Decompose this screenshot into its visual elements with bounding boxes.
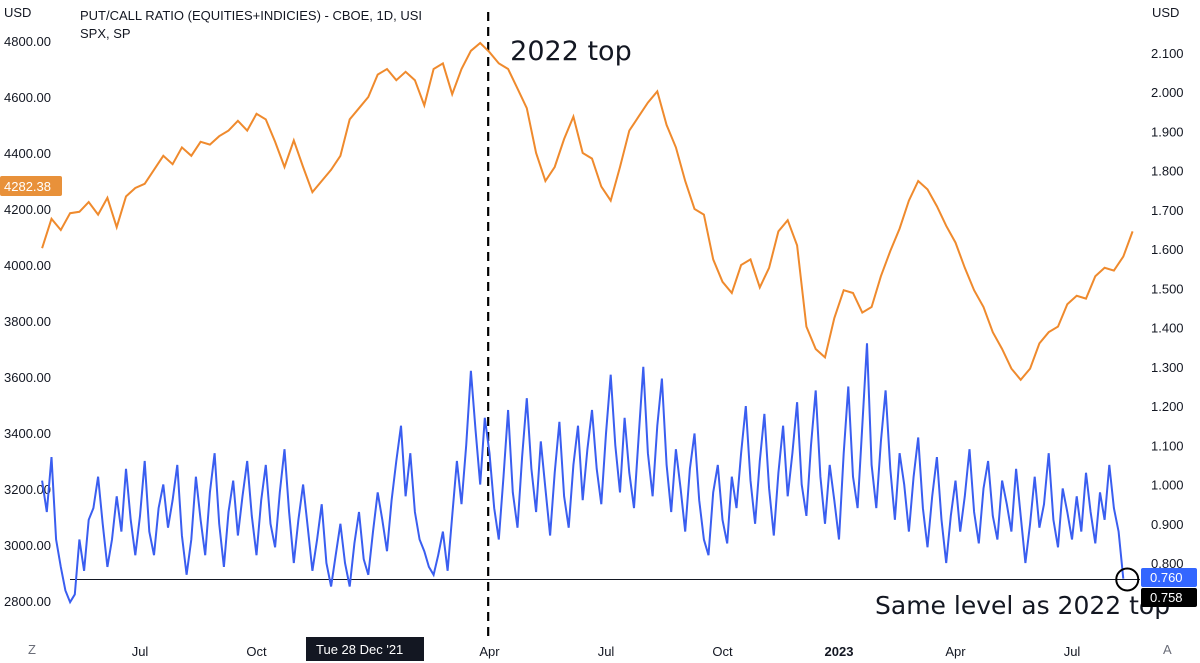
x-tick-label: Apr xyxy=(479,644,500,659)
left-axis: 4800.00 4600.00 4400.00 4200.00 4000.00 3800.… xyxy=(4,34,51,609)
right-axis: 2.100 2.000 1.900 1.800 1.700 1.600 1.500 1.400… xyxy=(1151,46,1184,571)
left-tick-label: 4800.00 xyxy=(4,34,51,49)
series-line-spx xyxy=(41,41,1134,382)
left-tick-label: 3200.00 xyxy=(4,482,51,497)
right-tick-label: 2.100 xyxy=(1151,46,1184,61)
right-tick-label: 1.100 xyxy=(1151,438,1184,453)
left-tick-label: 2800.00 xyxy=(4,594,51,609)
ratio-tag-current: 0.760 xyxy=(1150,570,1183,585)
x-tick-label: Jul xyxy=(1064,644,1081,659)
right-tick-label: 1.000 xyxy=(1151,478,1184,493)
right-axis-unit: USD xyxy=(1152,5,1179,20)
spx-price-tag: 4282.38 xyxy=(0,176,62,196)
ratio-value-tags: 0.760 0.758 xyxy=(1141,568,1197,607)
ratio-tag-level: 0.758 xyxy=(1150,590,1183,605)
right-tick-label: 1.900 xyxy=(1151,124,1184,139)
left-tick-label: 3000.00 xyxy=(4,538,51,553)
x-tick-label: Jul xyxy=(598,644,615,659)
cursor-date-label: Tue 28 Dec '21 xyxy=(306,637,424,661)
spx-price-tag-value: 4282.38 xyxy=(4,179,51,194)
series-line-put-call-ratio xyxy=(41,343,1125,605)
x-axis: Jul Oct Apr Jul Oct 2023 Apr Jul xyxy=(132,644,1081,659)
left-tick-label: 4400.00 xyxy=(4,146,51,161)
right-tick-label: 2.000 xyxy=(1151,85,1184,100)
x-tick-label: Oct xyxy=(712,644,733,659)
right-tick-label: 1.300 xyxy=(1151,360,1184,375)
chart-title: PUT/CALL RATIO (EQUITIES+INDICIES) - CBO… xyxy=(80,8,422,23)
zoom-icon[interactable]: Z xyxy=(28,642,36,657)
left-axis-unit: USD xyxy=(4,5,31,20)
auto-scale-icon[interactable]: A xyxy=(1163,642,1172,657)
annotation-same-level: Same level as 2022 top xyxy=(875,591,1170,620)
x-tick-label: Jul xyxy=(132,644,149,659)
left-tick-label: 3800.00 xyxy=(4,314,51,329)
left-tick-label: 3600.00 xyxy=(4,370,51,385)
right-tick-label: 1.400 xyxy=(1151,321,1184,336)
right-tick-label: 0.800 xyxy=(1151,556,1184,571)
left-tick-label: 4000.00 xyxy=(4,258,51,273)
left-tick-label: 4600.00 xyxy=(4,90,51,105)
left-tick-label: 3400.00 xyxy=(4,426,51,441)
cursor-date-text: Tue 28 Dec '21 xyxy=(316,642,403,657)
right-tick-label: 0.900 xyxy=(1151,517,1184,532)
x-tick-label: Apr xyxy=(945,644,966,659)
right-tick-label: 1.800 xyxy=(1151,164,1184,179)
current-level-circle-marker xyxy=(1115,567,1140,592)
right-tick-label: 1.600 xyxy=(1151,242,1184,257)
x-tick-label: 2023 xyxy=(825,644,854,659)
right-tick-label: 1.500 xyxy=(1151,281,1184,296)
right-tick-label: 1.200 xyxy=(1151,399,1184,414)
x-tick-label: Oct xyxy=(246,644,267,659)
right-tick-label: 1.700 xyxy=(1151,203,1184,218)
left-tick-label: 4200.00 xyxy=(4,202,51,217)
series-subtitle: SPX, SP xyxy=(80,26,131,41)
annotation-2022-top: 2022 top xyxy=(510,36,632,67)
